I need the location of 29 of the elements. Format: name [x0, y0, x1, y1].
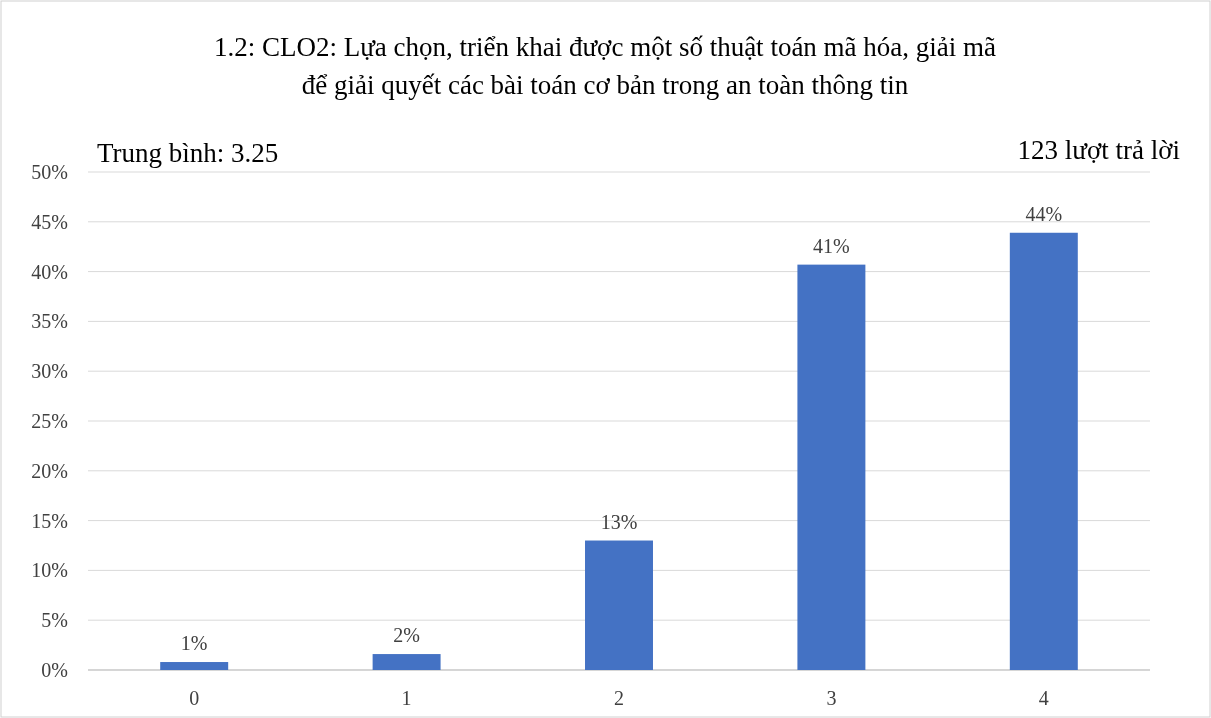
bar: [585, 540, 653, 670]
y-tick-label: 45%: [31, 210, 68, 233]
y-tick-label: 20%: [31, 459, 68, 482]
x-tick-label: 3: [826, 687, 837, 709]
data-label: 41%: [813, 234, 850, 257]
y-tick-label: 30%: [31, 360, 68, 383]
chart-title: 1.2: CLO2: Lựa chọn, triển khai được một số thuật toán mã hóa, giải mã để giải quyết các bài toán cơ bản trong an toàn thông tin: [213, 32, 997, 100]
bar: [160, 662, 229, 670]
y-tick-label: 10%: [31, 559, 68, 582]
text: 123 lượt trả lời: [1017, 135, 1180, 165]
data-label: 2%: [393, 624, 420, 647]
y-tick-label: 5%: [41, 609, 68, 632]
y-tick-label: 0%: [41, 659, 68, 681]
x-tick-label: 4: [1038, 687, 1049, 709]
data-label: 13%: [600, 510, 638, 533]
bar: [797, 264, 866, 670]
bar: [372, 654, 441, 670]
text: Trung bình: 3.25: [97, 138, 279, 168]
y-tick-label: 50%: [31, 161, 68, 183]
bar: [1009, 232, 1078, 670]
x-tick-label: 2: [614, 687, 624, 709]
data-label: 44%: [1025, 202, 1063, 225]
y-tick-label: 35%: [31, 310, 68, 333]
y-tick-label: 25%: [31, 410, 68, 432]
x-tick-label: 1: [401, 687, 412, 709]
x-tick-label: 0: [189, 687, 200, 709]
y-tick-label: 40%: [31, 260, 68, 283]
y-tick-label: 15%: [31, 509, 68, 532]
data-label: 1%: [180, 632, 208, 655]
